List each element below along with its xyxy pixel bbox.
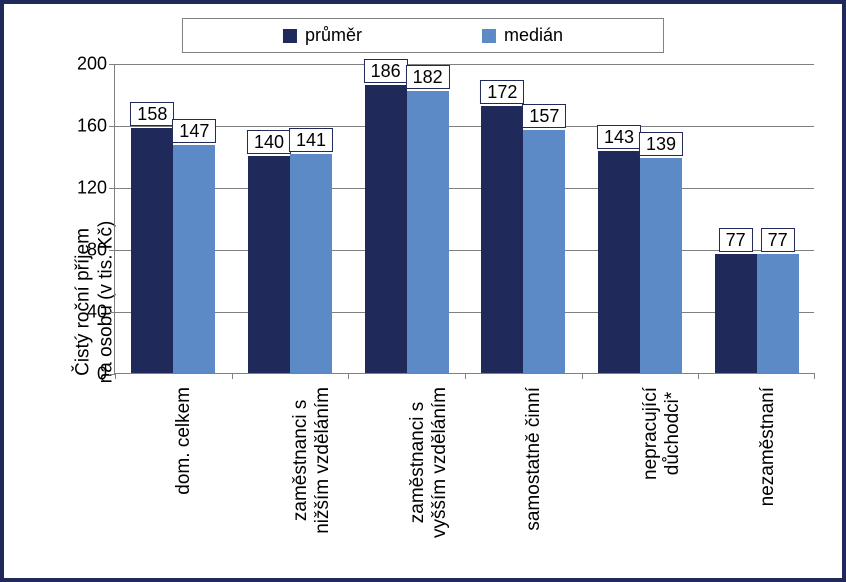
gridline	[115, 250, 814, 251]
data-label: 140	[247, 130, 291, 154]
bar-průměr	[248, 156, 290, 373]
legend-item-median: medián	[482, 25, 563, 46]
x-tick-mark	[115, 373, 116, 379]
bar-medián	[523, 130, 565, 373]
bar-medián	[407, 91, 449, 373]
data-label: 158	[130, 102, 174, 126]
category-label: zaměstnanci svyšším vzděláním	[407, 387, 451, 538]
category-label: nepracujícídůchodci*	[640, 387, 684, 480]
y-tick-label: 120	[77, 178, 115, 199]
x-tick-mark	[698, 373, 699, 379]
legend-swatch-prumer	[283, 29, 297, 43]
category-label: zaměstnanci snižším vzděláním	[290, 387, 334, 534]
category-label: samostatně činní	[523, 387, 545, 531]
x-tick-mark	[232, 373, 233, 379]
data-label: 147	[172, 119, 216, 143]
x-tick-mark	[348, 373, 349, 379]
data-label: 139	[639, 132, 683, 156]
gridline	[115, 64, 814, 65]
legend: průměr medián	[182, 18, 664, 53]
bar-medián	[173, 145, 215, 373]
y-tick-label: 80	[87, 240, 115, 261]
legend-swatch-median	[482, 29, 496, 43]
y-tick-label: 160	[77, 116, 115, 137]
x-tick-mark	[465, 373, 466, 379]
category-label: dom. celkem	[173, 387, 195, 495]
bar-medián	[640, 158, 682, 373]
legend-label-median: medián	[504, 25, 563, 46]
bar-průměr	[598, 151, 640, 373]
bar-medián	[290, 154, 332, 373]
bar-průměr	[481, 106, 523, 373]
chart-frame: průměr medián Čistý roční příjem na osob…	[0, 0, 846, 582]
data-label: 157	[522, 104, 566, 128]
data-label: 77	[761, 228, 795, 252]
bar-průměr	[131, 128, 173, 373]
bar-průměr	[715, 254, 757, 373]
y-tick-label: 200	[77, 54, 115, 75]
x-tick-mark	[814, 373, 815, 379]
x-tick-mark	[582, 373, 583, 379]
data-label: 186	[364, 59, 408, 83]
data-label: 141	[289, 128, 333, 152]
category-label: nezaměstnaní	[757, 387, 779, 506]
data-label: 182	[406, 65, 450, 89]
legend-item-prumer: průměr	[283, 25, 362, 46]
data-label: 77	[719, 228, 753, 252]
gridline	[115, 312, 814, 313]
y-tick-label: 0	[97, 364, 115, 385]
bar-medián	[757, 254, 799, 373]
bar-průměr	[365, 85, 407, 373]
data-label: 143	[597, 125, 641, 149]
gridline	[115, 188, 814, 189]
gridline	[115, 126, 814, 127]
y-tick-label: 40	[87, 302, 115, 323]
legend-label-prumer: průměr	[305, 25, 362, 46]
plot-area: 04080120160200158147dom. celkem140141zam…	[114, 64, 814, 374]
data-label: 172	[480, 80, 524, 104]
